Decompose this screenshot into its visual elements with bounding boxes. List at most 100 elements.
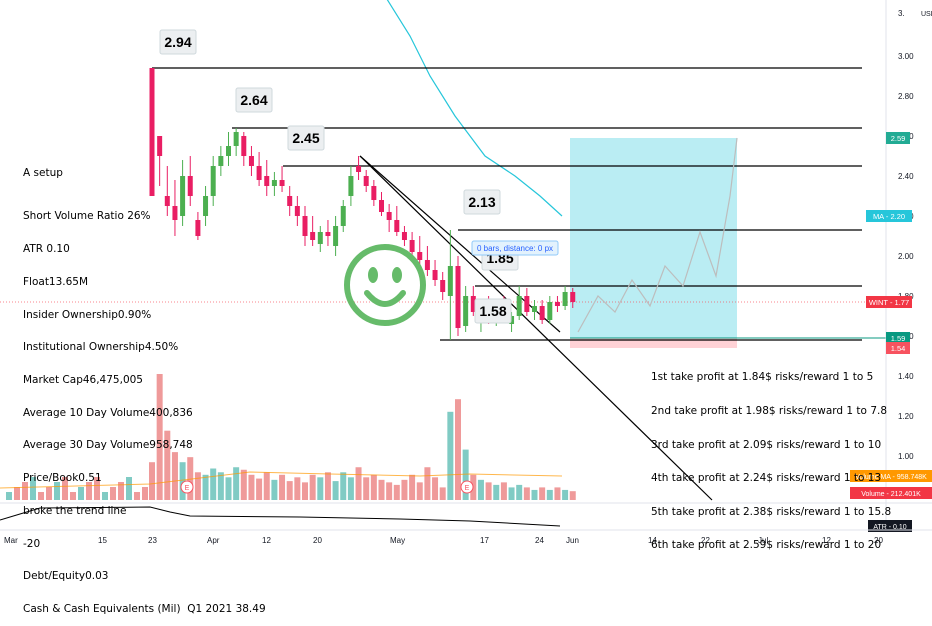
callout-label: 1.58 (479, 303, 506, 319)
badge-background (866, 210, 912, 222)
axis-price-badge: WINT - 1.77 (866, 296, 912, 308)
volume-bar (363, 477, 370, 500)
volume-bar (126, 477, 132, 500)
volume-bar (302, 482, 308, 500)
volume-badge: Volume - 212.401K (850, 487, 932, 499)
candle-body (310, 232, 316, 240)
chart-area[interactable]: 2.94 2.64 2.45 2.13 1.85 1.58 0 bars, distance… (0, 0, 932, 550)
badge-label: 1.54 (891, 344, 906, 353)
earnings-badge (180, 480, 194, 494)
earnings-marker: E (180, 480, 194, 494)
volume-bar (485, 482, 492, 500)
earnings-label: E (185, 485, 190, 492)
badge-label: 1.59 (891, 334, 906, 343)
time-tick-label: 17 (480, 536, 489, 545)
volume-bar (142, 487, 148, 500)
callout-box (463, 189, 501, 215)
time-tick-label: Jul (758, 536, 768, 545)
candle-body (470, 296, 476, 312)
candle-body (463, 296, 469, 326)
candle-body (394, 220, 400, 232)
atr-line (0, 506, 561, 527)
take-profit-notes: 1st take profit at 1.84$ risks/reward 1 … (651, 350, 891, 563)
volume-bar (432, 477, 439, 500)
notes-line: Short Volume Ratio 26% (23, 210, 151, 223)
candle-body (539, 306, 545, 320)
volume-bar (248, 474, 255, 500)
price-chart[interactable]: 2.942.642.452.131.851.580 bars, distance… (0, 0, 932, 550)
volume-bar (516, 484, 523, 500)
volume-bar (286, 481, 293, 500)
smiley-mouth (364, 290, 406, 307)
price-tick-label: 1.20 (898, 412, 914, 421)
badge-background (868, 520, 912, 532)
notes-line: Market Cap46,475,005 (23, 374, 143, 387)
badge-background (886, 332, 910, 344)
volume-bar (86, 482, 92, 500)
time-tick-label: 24 (535, 536, 544, 545)
volume-bar (149, 462, 155, 500)
badge-background (866, 296, 912, 308)
badge-label: WINT - 1.77 (869, 298, 909, 307)
volume-bar (539, 487, 546, 500)
candle-body (172, 206, 178, 220)
notes-line: Cash & Cash Equivalents (Mil) Q1 2021 38… (23, 603, 266, 616)
volume-bar (194, 472, 201, 500)
projection-path (577, 137, 738, 333)
volume-bar (294, 477, 301, 500)
candle-body (241, 136, 247, 156)
price-callout: 1.58 (474, 298, 512, 324)
notes-line: broke the trend line (23, 504, 127, 517)
candle-body (164, 196, 170, 206)
candle-body (248, 156, 254, 166)
candle-body (379, 200, 384, 212)
candle-body (532, 306, 537, 312)
candle-body (149, 68, 155, 196)
volume-bar (324, 472, 331, 500)
price-tick-label: 3. (898, 9, 905, 18)
time-tick-label: 22 (701, 536, 710, 545)
earnings-label: E (465, 485, 470, 492)
candle-body (516, 296, 522, 316)
volume-ma-line (0, 471, 563, 489)
price-callout: 2.94 (159, 29, 197, 55)
volume-bar (332, 481, 339, 500)
volume-bar (340, 472, 347, 500)
notes-line: Average 10 Day Volume400,836 (23, 406, 193, 419)
candle-body (409, 240, 415, 252)
notes-line: Average 30 Day Volume958,748 (23, 439, 193, 452)
candle-body (363, 176, 369, 186)
volume-bar (378, 479, 385, 500)
candle-body (356, 166, 362, 172)
price-tick-label: 3.00 (898, 52, 914, 61)
volume-bar (439, 487, 446, 500)
price-tick-label: 1.00 (898, 452, 914, 461)
volume-bar (38, 492, 44, 500)
volume-bar (202, 474, 209, 500)
candle-body (440, 280, 446, 292)
axis-price-badge: 1.54 (886, 342, 910, 354)
candle-body (447, 266, 453, 296)
volume-bar (179, 462, 186, 500)
candle-body (287, 196, 293, 206)
time-tick-label: 20 (874, 536, 883, 545)
candle-body (386, 212, 392, 220)
volume-bar (30, 477, 36, 500)
smiley-eye (368, 267, 378, 283)
smiley-face (344, 244, 426, 326)
currency-label: USD (921, 11, 932, 18)
volume-bar (187, 457, 194, 500)
time-tick-label: Jun (566, 536, 579, 545)
candle-body (340, 206, 346, 226)
notes-title: A setup (23, 166, 63, 179)
candle-body (401, 232, 407, 240)
volume-bar (370, 474, 377, 500)
badge-label: Volume - 212.401K (861, 491, 921, 498)
candle-body (371, 186, 377, 200)
volume-bar (225, 477, 232, 500)
price-callout: 2.64 (235, 87, 273, 113)
candle-body (264, 176, 270, 186)
take-profit-line: 5th take profit at 2.38$ risks/reward 1 … (651, 505, 892, 518)
candle-body (157, 136, 163, 156)
candle-body (294, 206, 300, 216)
